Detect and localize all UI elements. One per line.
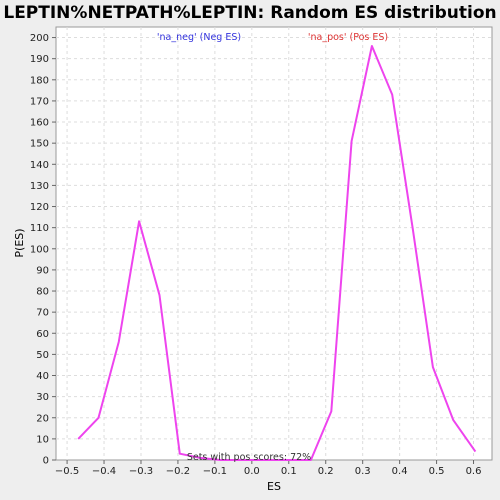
y-tick-label: 170 [30, 96, 49, 107]
y-tick-label: 180 [30, 75, 49, 86]
y-tick-label: 140 [30, 160, 49, 171]
x-tick-label: 0.5 [429, 466, 445, 477]
y-tick-label: 130 [30, 181, 49, 192]
x-tick-label: −0.2 [166, 466, 190, 477]
y-tick-label: 90 [36, 265, 49, 276]
pos-es-label: 'na_pos' (Pos ES) [308, 32, 388, 43]
x-tick-label: 0.6 [466, 466, 482, 477]
series-layer [77, 45, 477, 461]
x-tick-label: −0.4 [92, 466, 116, 477]
series-line [77, 45, 477, 461]
axes: 0 10 20 30 40 50 60 70 80 90 100 110 120 130 140 150 160… [30, 33, 482, 477]
y-tick-label: 100 [30, 244, 49, 255]
y-axis-label: P(ES) [13, 228, 26, 257]
y-tick-label: 160 [30, 118, 49, 129]
y-tick-label: 70 [36, 308, 49, 319]
x-tick-label: 0.2 [318, 466, 334, 477]
x-tick-label: −0.5 [55, 466, 79, 477]
y-tick-label: 80 [36, 287, 49, 298]
neg-es-label: 'na_neg' (Neg ES) [157, 32, 241, 43]
x-tick-label: −0.1 [203, 466, 227, 477]
y-tick-label: 0 [43, 456, 49, 467]
plot-area [55, 26, 493, 461]
y-tick-label: 190 [30, 54, 49, 65]
chart-title: LEPTIN%NETPATH%LEPTIN: Random ES distrib… [3, 3, 496, 23]
y-tick-label: 30 [36, 392, 49, 403]
y-tick-label: 150 [30, 139, 49, 150]
y-tick-label: 20 [36, 413, 49, 424]
x-tick-label: −0.3 [129, 466, 153, 477]
x-tick-label: 0.0 [244, 466, 260, 477]
x-tick-label: 0.3 [355, 466, 371, 477]
pos-fraction-label: Sets with pos scores: 72% [187, 452, 311, 463]
y-tick-label: 120 [30, 202, 49, 213]
x-axis-label: ES [267, 480, 281, 493]
y-tick-label: 200 [30, 33, 49, 44]
grid [56, 27, 492, 460]
y-tick-label: 50 [36, 350, 49, 361]
x-tick-label: 0.1 [281, 466, 297, 477]
y-tick-label: 110 [30, 223, 49, 234]
x-tick-label: 0.4 [392, 466, 408, 477]
y-tick-label: 60 [36, 329, 49, 340]
y-tick-label: 40 [36, 371, 49, 382]
y-tick-label: 10 [36, 434, 49, 445]
